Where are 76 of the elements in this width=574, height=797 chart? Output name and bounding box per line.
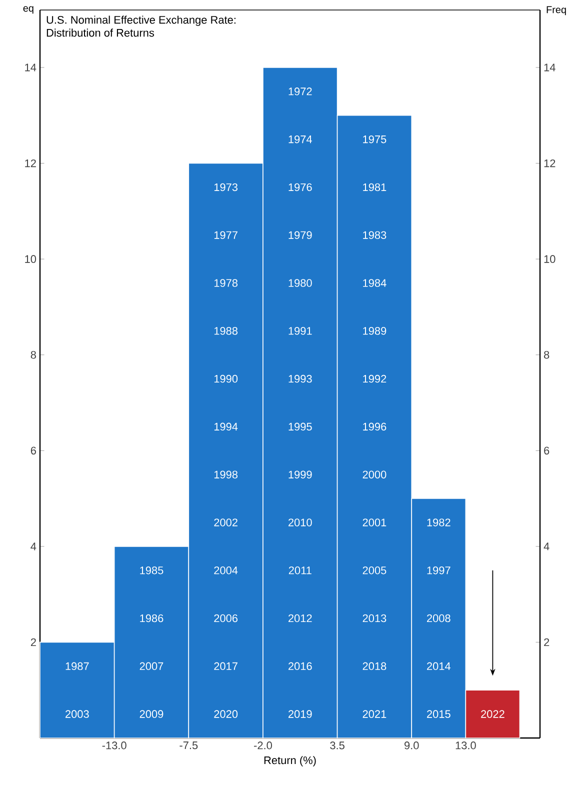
y-tick-label: 8 xyxy=(30,350,36,359)
annotation: 1977 xyxy=(214,231,238,239)
annotation: 2002 xyxy=(214,518,238,526)
y2-tick-label: 8 xyxy=(544,350,550,359)
annotation: 2005 xyxy=(362,566,386,574)
annotation: 1982 xyxy=(427,518,450,526)
annotation: 2011 xyxy=(288,566,312,574)
annotation: 1987 xyxy=(66,662,89,670)
annotation: 1980 xyxy=(288,279,312,287)
y-tick-label: 12 xyxy=(25,159,36,168)
y-tick-label: 4 xyxy=(30,542,36,550)
y2-tick-label: 2 xyxy=(544,638,550,646)
annotation: 1972 xyxy=(288,88,312,96)
annotation: 2016 xyxy=(288,662,312,670)
annotation: 1997 xyxy=(427,566,450,574)
annotation: 1989 xyxy=(363,327,386,335)
annotation: 2003 xyxy=(66,710,89,718)
x-tick-label: -2.0 xyxy=(254,742,272,750)
annotation: 1998 xyxy=(214,470,238,478)
annotation: 2020 xyxy=(214,710,238,718)
annotation: 1976 xyxy=(288,183,312,192)
annotation: 1993 xyxy=(288,374,312,383)
annotation: 1991 xyxy=(288,327,312,335)
x-tick-label: 13.0 xyxy=(456,742,476,750)
annotation: 2022 xyxy=(481,710,504,718)
annotation: 2001 xyxy=(362,518,386,526)
annotation: 1995 xyxy=(288,422,312,431)
y-tick-label: 10 xyxy=(25,255,36,263)
annotation: 1990 xyxy=(214,374,238,383)
annotation: 2018 xyxy=(362,662,386,670)
annotation: 1974 xyxy=(288,135,312,144)
annotation: 2004 xyxy=(214,566,238,574)
annotation: 1979 xyxy=(288,231,312,239)
annotation: 1986 xyxy=(140,614,164,622)
annotation: 1988 xyxy=(214,327,238,335)
annotation: 1983 xyxy=(363,231,386,239)
annotation: 2015 xyxy=(427,710,450,718)
annotation: 1973 xyxy=(214,183,238,192)
annotation: 2017 xyxy=(214,662,238,670)
annotation: 2006 xyxy=(214,614,238,622)
annotation: 1985 xyxy=(140,566,164,574)
annotation: 2021 xyxy=(362,710,386,718)
x-tick-label: -13.0 xyxy=(102,742,126,750)
annotation: 2007 xyxy=(140,662,164,670)
annotation: 2012 xyxy=(288,614,312,622)
x-tick-label: 3.5 xyxy=(330,742,344,750)
annotation: 2014 xyxy=(427,662,451,670)
x-tick-label: -7.5 xyxy=(180,742,198,750)
y2-tick-label: 6 xyxy=(544,446,550,455)
y-tick-label: 2 xyxy=(30,638,36,646)
y2-tick-label: 10 xyxy=(544,255,556,263)
y2-tick-label: 14 xyxy=(544,64,556,72)
annotation: 1999 xyxy=(288,470,312,478)
annotation: 1996 xyxy=(363,422,386,431)
annotation: 2009 xyxy=(140,710,164,718)
chart-title: U.S. Nominal Effective Exchange Rate: xyxy=(46,16,236,26)
annotation: 2010 xyxy=(288,518,312,526)
y-tick-label: 14 xyxy=(25,64,36,72)
annotation: 1978 xyxy=(214,279,238,287)
annotation: 1981 xyxy=(363,183,386,192)
x-tick-label: 9.0 xyxy=(404,742,419,750)
annotation: 1975 xyxy=(363,135,386,144)
annotation: 2013 xyxy=(362,614,386,622)
y2-axis-title: Freq xyxy=(546,6,566,16)
y-axis-title: eq xyxy=(23,6,34,14)
y2-tick-label: 4 xyxy=(544,542,550,550)
y2-tick-label: 12 xyxy=(544,159,556,168)
annotation: 2008 xyxy=(427,614,450,622)
annotation: 1994 xyxy=(214,422,238,431)
x-axis-title: Return (%) xyxy=(264,756,316,766)
y-tick-label: 6 xyxy=(30,446,36,455)
annotation: 1984 xyxy=(363,279,386,287)
annotation: 1992 xyxy=(363,374,386,383)
annotation: 2000 xyxy=(362,470,386,478)
annotation: 2019 xyxy=(288,710,312,718)
text: Distribution of Returns xyxy=(46,28,154,37)
